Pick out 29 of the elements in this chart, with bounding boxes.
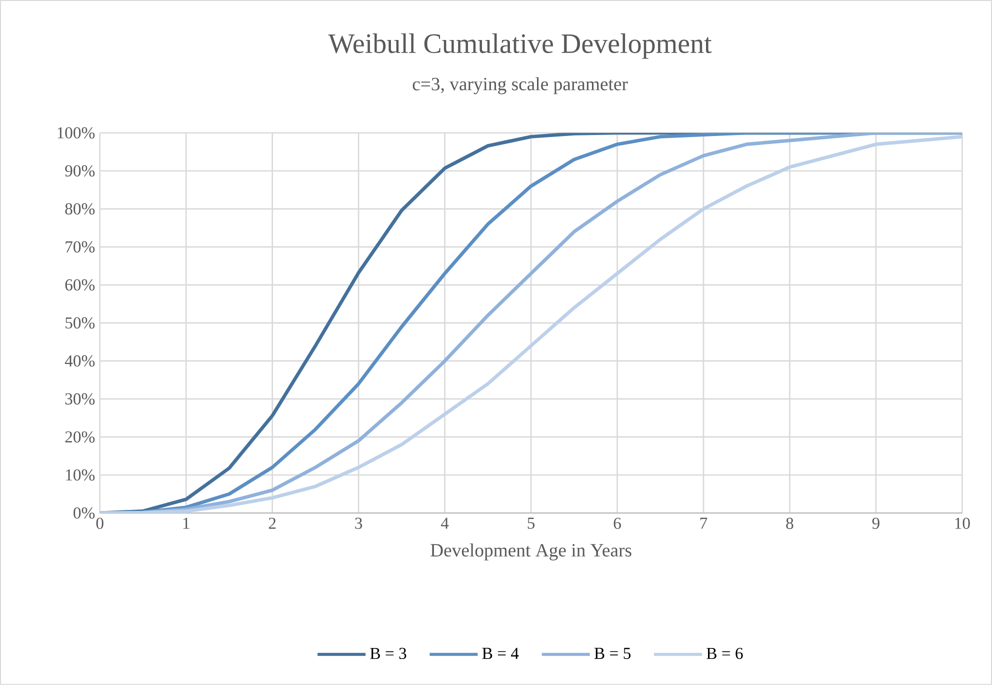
y-tick-label: 60% xyxy=(65,279,95,291)
x-tick-label: 6 xyxy=(614,518,621,529)
x-tick-label: 2 xyxy=(268,518,276,529)
x-tick-label: 4 xyxy=(440,518,449,529)
chart-title: Weibull Cumulative Development xyxy=(328,33,712,59)
y-tick-label: 40% xyxy=(64,355,95,367)
legend-label: B = 5 xyxy=(594,648,631,660)
y-tick-label: 10% xyxy=(66,469,95,481)
legend-label: B = 3 xyxy=(370,648,406,660)
chart-subtitle: c=3, varying scale parameter xyxy=(412,77,628,94)
y-tick-label: 50% xyxy=(66,317,95,329)
legend-label: B = 4 xyxy=(482,648,519,659)
y-tick-label: 0% xyxy=(74,507,95,519)
x-tick-label: 7 xyxy=(700,518,708,529)
y-tick-label: 80% xyxy=(65,203,95,215)
x-tick-label: 3 xyxy=(355,518,362,529)
y-tick-label: 90% xyxy=(65,165,95,177)
x-tick-label: 8 xyxy=(786,518,794,530)
x-tick-label: 10 xyxy=(955,518,970,530)
x-tick-label: 1 xyxy=(183,518,190,529)
y-tick-label: 100% xyxy=(58,127,95,139)
x-axis-title: Development Age in Years xyxy=(430,543,632,560)
legend-label: B = 6 xyxy=(706,648,743,660)
x-tick-label: 5 xyxy=(528,518,535,529)
y-tick-label: 70% xyxy=(66,241,95,253)
x-tick-label: 9 xyxy=(872,518,880,529)
x-tick-label: 0 xyxy=(96,518,104,530)
y-tick-label: 20% xyxy=(65,431,95,443)
y-tick-label: 30% xyxy=(65,393,95,405)
